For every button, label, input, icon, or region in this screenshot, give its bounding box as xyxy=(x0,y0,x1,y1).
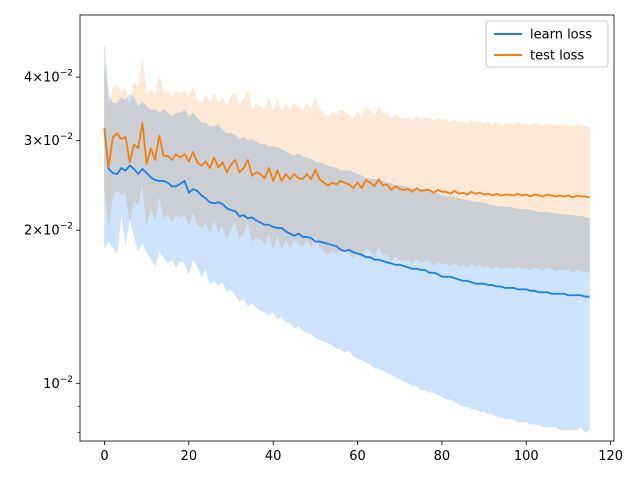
y-tick-label: 2×10−2 xyxy=(24,222,73,239)
y-tick-label: 4×10−2 xyxy=(24,69,73,86)
x-tick-label: 20 xyxy=(181,449,198,464)
x-tick-label: 100 xyxy=(514,449,539,464)
x-tick-label: 120 xyxy=(598,449,623,464)
plot-frame xyxy=(79,14,615,442)
y-tick-label: 10−2 xyxy=(43,375,73,392)
series-lines xyxy=(103,122,590,298)
axis-ticks: 0 20 40 60 80 100 120 10−2 2×10−2 3×10−2 4×10−2 xyxy=(24,69,623,464)
x-tick-label: 0 xyxy=(100,449,108,464)
legend-label-learn-loss: learn loss xyxy=(530,28,592,43)
line-learn-loss xyxy=(103,129,590,298)
y-tick-label: 3×10−2 xyxy=(24,132,73,149)
confidence-bands xyxy=(104,46,590,433)
x-tick-label: 60 xyxy=(349,449,366,464)
x-tick-label: 40 xyxy=(265,449,282,464)
x-tick-label: 80 xyxy=(434,449,451,464)
legend-label-test-loss: test loss xyxy=(530,49,584,64)
band-test-loss xyxy=(104,58,590,274)
line-test-loss xyxy=(103,122,590,199)
legend: learn loss test loss xyxy=(485,20,609,68)
